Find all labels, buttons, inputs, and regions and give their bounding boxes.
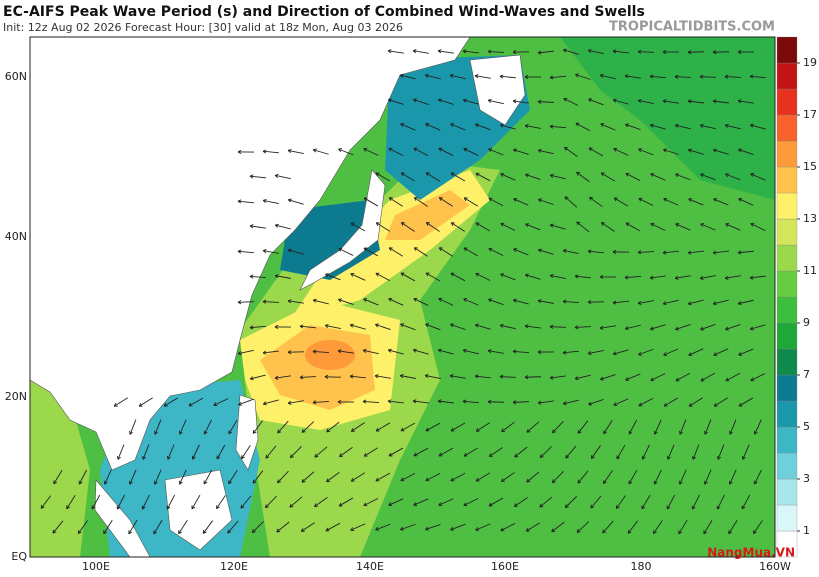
colorbar-label: 1 — [803, 524, 810, 537]
colorbar-bin — [777, 167, 797, 193]
lon-label: 160W — [759, 560, 791, 573]
lat-label: 40N — [5, 230, 27, 243]
colorbar-label: 15 — [803, 160, 817, 173]
site-credit: TROPICALTIDBITS.COM — [609, 20, 775, 35]
lon-label: 100E — [82, 560, 110, 573]
field-band — [305, 340, 355, 370]
watermark: NangMua.VN — [707, 546, 795, 560]
arrow-shaft — [525, 377, 541, 378]
lon-label: 140E — [356, 560, 384, 573]
subtitle: Init: 12z Aug 02 2026 Forecast Hour: [30… — [3, 21, 403, 34]
colorbar-bin — [777, 219, 797, 245]
title: EC-AIFS Peak Wave Period (s) and Directi… — [3, 4, 645, 20]
colorbar-label: 7 — [803, 368, 810, 381]
colorbar-label: 5 — [803, 420, 810, 433]
colorbar-bin — [777, 63, 797, 89]
colorbar-label: 19 — [803, 56, 817, 69]
colorbar-label: 3 — [803, 472, 810, 485]
lat-label: 20N — [5, 390, 27, 403]
lat-label: 60N — [5, 70, 27, 83]
arrow-shaft — [688, 52, 704, 53]
lon-label: 120E — [220, 560, 248, 573]
lat-label: EQ — [11, 550, 27, 563]
colorbar-bin — [777, 37, 797, 63]
colorbar-bin — [777, 271, 797, 297]
colorbar-bin — [777, 349, 797, 375]
colorbar-bin — [777, 193, 797, 219]
colorbar-label: 13 — [803, 212, 817, 225]
colorbar-bin — [777, 245, 797, 271]
colorbar-bin — [777, 427, 797, 453]
colorbar-label: 17 — [803, 108, 817, 121]
colorbar-bin — [777, 453, 797, 479]
colorbar-bin — [777, 115, 797, 141]
colorbar-bin — [777, 297, 797, 323]
colorbar-bin — [777, 401, 797, 427]
colorbar-bin — [777, 375, 797, 401]
colorbar-bin — [777, 141, 797, 167]
colorbar-bin — [777, 479, 797, 505]
arrow-shaft — [700, 77, 716, 78]
arrow-shaft — [550, 327, 566, 328]
lon-label: 180 — [631, 560, 652, 573]
colorbar-label: 9 — [803, 316, 810, 329]
map-area — [30, 37, 775, 557]
colorbar-bin — [777, 89, 797, 115]
lon-label: 160E — [491, 560, 519, 573]
colorbar-bin — [777, 323, 797, 349]
colorbar-bin — [777, 505, 797, 531]
colorbar-label: 11 — [803, 264, 817, 277]
